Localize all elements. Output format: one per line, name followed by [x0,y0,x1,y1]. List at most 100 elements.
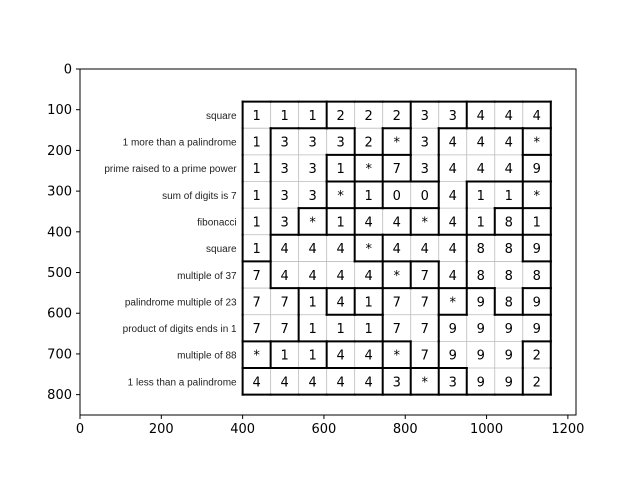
grid-cell: 4 [252,375,260,390]
grid-cell: 2 [533,375,541,390]
grid-cell: 4 [393,215,401,230]
y-tick-label: 100 [47,103,72,118]
grid-cell: 4 [505,162,513,177]
y-tick-label: 300 [47,185,72,200]
grid-cell: 8 [533,269,541,284]
grid-cell: * [534,136,541,151]
grid-cell: * [449,295,456,310]
grid-cell: 1 [505,189,513,204]
row-clue-label: multiple of 37 [177,271,237,282]
grid-cell: 7 [281,295,289,310]
grid-cell: 7 [393,322,401,337]
grid-cell: 9 [477,295,485,310]
grid-cell: 1 [533,215,541,230]
grid-cell: 3 [281,215,289,230]
x-tick-label: 200 [149,422,174,437]
x-tick-label: 800 [393,422,418,437]
row-clue-label: fibonacci [197,217,236,228]
row-clue-label: sum of digits is 7 [162,191,237,202]
grid-cell: 7 [393,162,401,177]
grid-cell: 3 [421,109,429,124]
grid-cell: 3 [309,162,317,177]
grid-cell: 3 [309,136,317,151]
grid-cell: 8 [505,295,513,310]
row-clue-label: product of digits ends in 1 [123,324,237,335]
grid-cell: 1 [477,189,485,204]
grid-cell: 1 [281,109,289,124]
grid-cell: * [253,349,260,364]
grid-cell: 1 [252,215,260,230]
grid-cell: * [421,215,428,230]
grid-cell: 7 [421,295,429,310]
grid-cell: 8 [477,269,485,284]
grid-cell: 4 [309,375,317,390]
row-clue-labels: square 1 more than a palindrome prime rais… [104,111,237,388]
y-tick-label: 500 [47,266,72,281]
grid-cell: 9 [449,322,457,337]
x-tick-label: 400 [230,422,255,437]
grid-cell: 2 [337,109,345,124]
x-tick-label: 1000 [470,422,503,437]
y-tick-label: 400 [47,225,72,240]
y-tick-label: 600 [47,307,72,322]
grid-cell: 4 [505,109,513,124]
grid-cell: * [534,189,541,204]
grid-cell: 2 [365,109,373,124]
grid-cell: 3 [281,136,289,151]
grid-cell: 4 [281,269,289,284]
grid-cell: * [393,349,400,364]
grid-cell: 1 [477,215,485,230]
grid-cell: 9 [477,375,485,390]
grid-cell: 7 [252,269,260,284]
grid-cell: 7 [421,349,429,364]
grid-cell: 4 [337,295,345,310]
grid-cell: 1 [365,189,373,204]
y-tick-label: 800 [47,388,72,403]
grid-cell: 7 [281,322,289,337]
grid-cell: 1 [252,242,260,257]
grid-cell: 4 [281,242,289,257]
grid-cell: 7 [421,322,429,337]
grid-cell: 7 [252,322,260,337]
grid-cell: 4 [365,269,373,284]
grid-cell: 9 [505,375,513,390]
axes-frame [79,68,577,416]
grid-cell: 4 [337,349,345,364]
grid-cell: 1 [365,295,373,310]
grid-cell: 4 [421,242,429,257]
x-tick-label: 600 [312,422,337,437]
grid-cell: * [421,375,428,390]
grid-cell: * [337,189,344,204]
grid-cell: 0 [393,189,401,204]
grid-cell: 3 [449,109,457,124]
grid-cell: 9 [477,349,485,364]
grid-cell: 2 [393,109,401,124]
grid-cell: 4 [281,375,289,390]
row-clue-label: multiple of 88 [177,351,237,362]
grid-cell: 4 [337,375,345,390]
grid-cell: 4 [365,375,373,390]
grid-cell: 9 [533,295,541,310]
grid-cell: 4 [449,162,457,177]
grid-cell: 4 [477,109,485,124]
grid-cell: 4 [477,136,485,151]
grid-cell: 9 [505,349,513,364]
x-tick-label: 1200 [551,422,584,437]
grid-cell: 1 [365,322,373,337]
grid-cell: * [309,215,316,230]
grid-cells: 1 1 1 2 2 2 3 3 4 4 4 1 3 3 3 2 * 3 4 4 4 * 1 3 3 1 * 7 3 4 4 4 9 1 3 3 * 1 0 0… [252,109,540,390]
grid-cell: 3 [421,136,429,151]
row-clue-label: prime raised to a prime power [104,164,237,175]
grid-cell: 9 [533,322,541,337]
grid-cell: 9 [449,349,457,364]
grid-cell: 4 [309,242,317,257]
grid-cell: 2 [533,349,541,364]
grid-cell: * [393,136,400,151]
grid-cell: 4 [337,269,345,284]
grid-cell: 3 [309,189,317,204]
region-borders [241,100,552,396]
grid-cell: 1 [309,295,317,310]
grid-cell: 3 [393,375,401,390]
grid-cell: 4 [449,136,457,151]
